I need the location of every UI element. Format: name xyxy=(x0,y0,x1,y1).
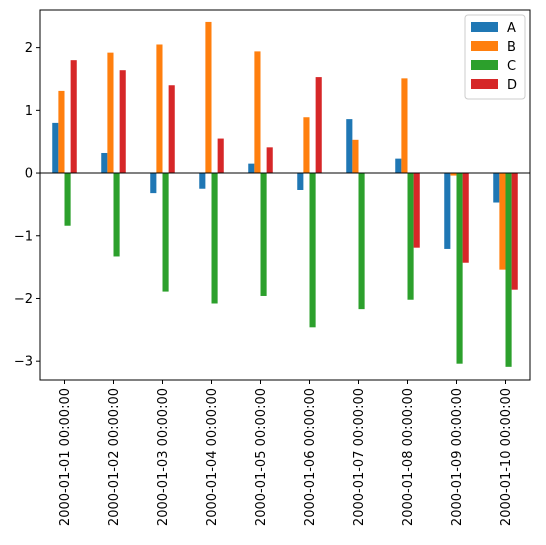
bar-b-2 xyxy=(107,52,114,174)
bar-c-2 xyxy=(113,173,120,257)
legend-swatch-b xyxy=(471,41,498,51)
bar-a-7 xyxy=(346,119,353,174)
legend-swatch-d xyxy=(471,79,498,89)
bar-c-10 xyxy=(505,173,512,367)
x-tick-label: 2000-01-10 00:00:00 xyxy=(499,388,514,526)
bar-a-5 xyxy=(248,163,255,174)
x-tick-label: 2000-01-09 00:00:00 xyxy=(450,388,465,526)
bar-c-6 xyxy=(309,173,316,328)
x-tick-label: 2000-01-06 00:00:00 xyxy=(303,388,318,526)
x-tick-label: 2000-01-01 00:00:00 xyxy=(58,388,73,526)
legend-label-a: A xyxy=(507,21,516,36)
bar-a-4 xyxy=(199,173,206,189)
bar-b-7 xyxy=(352,139,359,174)
x-tick-label: 2000-01-08 00:00:00 xyxy=(401,388,416,526)
bar-b-6 xyxy=(303,117,310,174)
bar-b-10 xyxy=(499,173,506,270)
bar-c-9 xyxy=(456,173,463,364)
bar-d-5 xyxy=(266,147,273,174)
bar-c-4 xyxy=(211,173,218,304)
bars-layer xyxy=(52,21,518,367)
bar-d-10 xyxy=(511,173,518,290)
bar-a-8 xyxy=(395,158,402,174)
x-tick-label: 2000-01-03 00:00:00 xyxy=(156,388,171,526)
bar-d-6 xyxy=(315,77,322,174)
bar-b-1 xyxy=(58,90,65,174)
legend-swatch-c xyxy=(471,60,498,70)
bar-d-8 xyxy=(413,173,420,248)
x-tick-label: 2000-01-02 00:00:00 xyxy=(107,388,122,526)
y-tick-label: −3 xyxy=(14,355,33,370)
bar-d-3 xyxy=(168,85,175,174)
bar-a-2 xyxy=(101,152,108,174)
bar-a-10 xyxy=(493,173,500,203)
bar-a-9 xyxy=(444,173,451,249)
x-tick-label: 2000-01-07 00:00:00 xyxy=(352,388,367,526)
y-tick-label: −2 xyxy=(14,292,33,307)
bar-b-9 xyxy=(450,173,457,176)
x-tick-label: 2000-01-05 00:00:00 xyxy=(254,388,269,526)
axes-layer: 2 1 0 −1 −2 −3 2000-01-01 00:00:00 2000-01-02 0… xyxy=(14,9,531,526)
bar-b-8 xyxy=(401,78,408,174)
bar-d-1 xyxy=(70,60,77,174)
bar-b-3 xyxy=(156,44,163,174)
bar-a-1 xyxy=(52,122,59,174)
bar-a-3 xyxy=(150,173,157,194)
y-tick-label: −1 xyxy=(14,229,33,244)
bar-c-5 xyxy=(260,173,267,296)
bar-c-3 xyxy=(162,173,169,292)
y-tick-label: 2 xyxy=(25,41,33,56)
bar-c-7 xyxy=(358,173,365,310)
bar-c-1 xyxy=(64,173,71,226)
plot-frame xyxy=(39,9,531,381)
bar-d-9 xyxy=(462,173,469,263)
bar-a-6 xyxy=(297,173,304,190)
x-tick-label: 2000-01-04 00:00:00 xyxy=(205,388,220,526)
y-tick-label: 0 xyxy=(25,167,33,182)
legend-label-b: B xyxy=(507,40,516,55)
legend-label-d: D xyxy=(507,78,517,93)
legend-swatch-a xyxy=(471,22,498,32)
legend-box xyxy=(464,14,526,100)
legend-label-c: C xyxy=(507,59,516,74)
bar-b-4 xyxy=(205,21,212,174)
bar-d-2 xyxy=(119,70,126,174)
bar-d-4 xyxy=(217,138,224,174)
bar-b-5 xyxy=(254,51,261,174)
y-tick-label: 1 xyxy=(25,104,33,119)
bar-c-8 xyxy=(407,173,414,300)
